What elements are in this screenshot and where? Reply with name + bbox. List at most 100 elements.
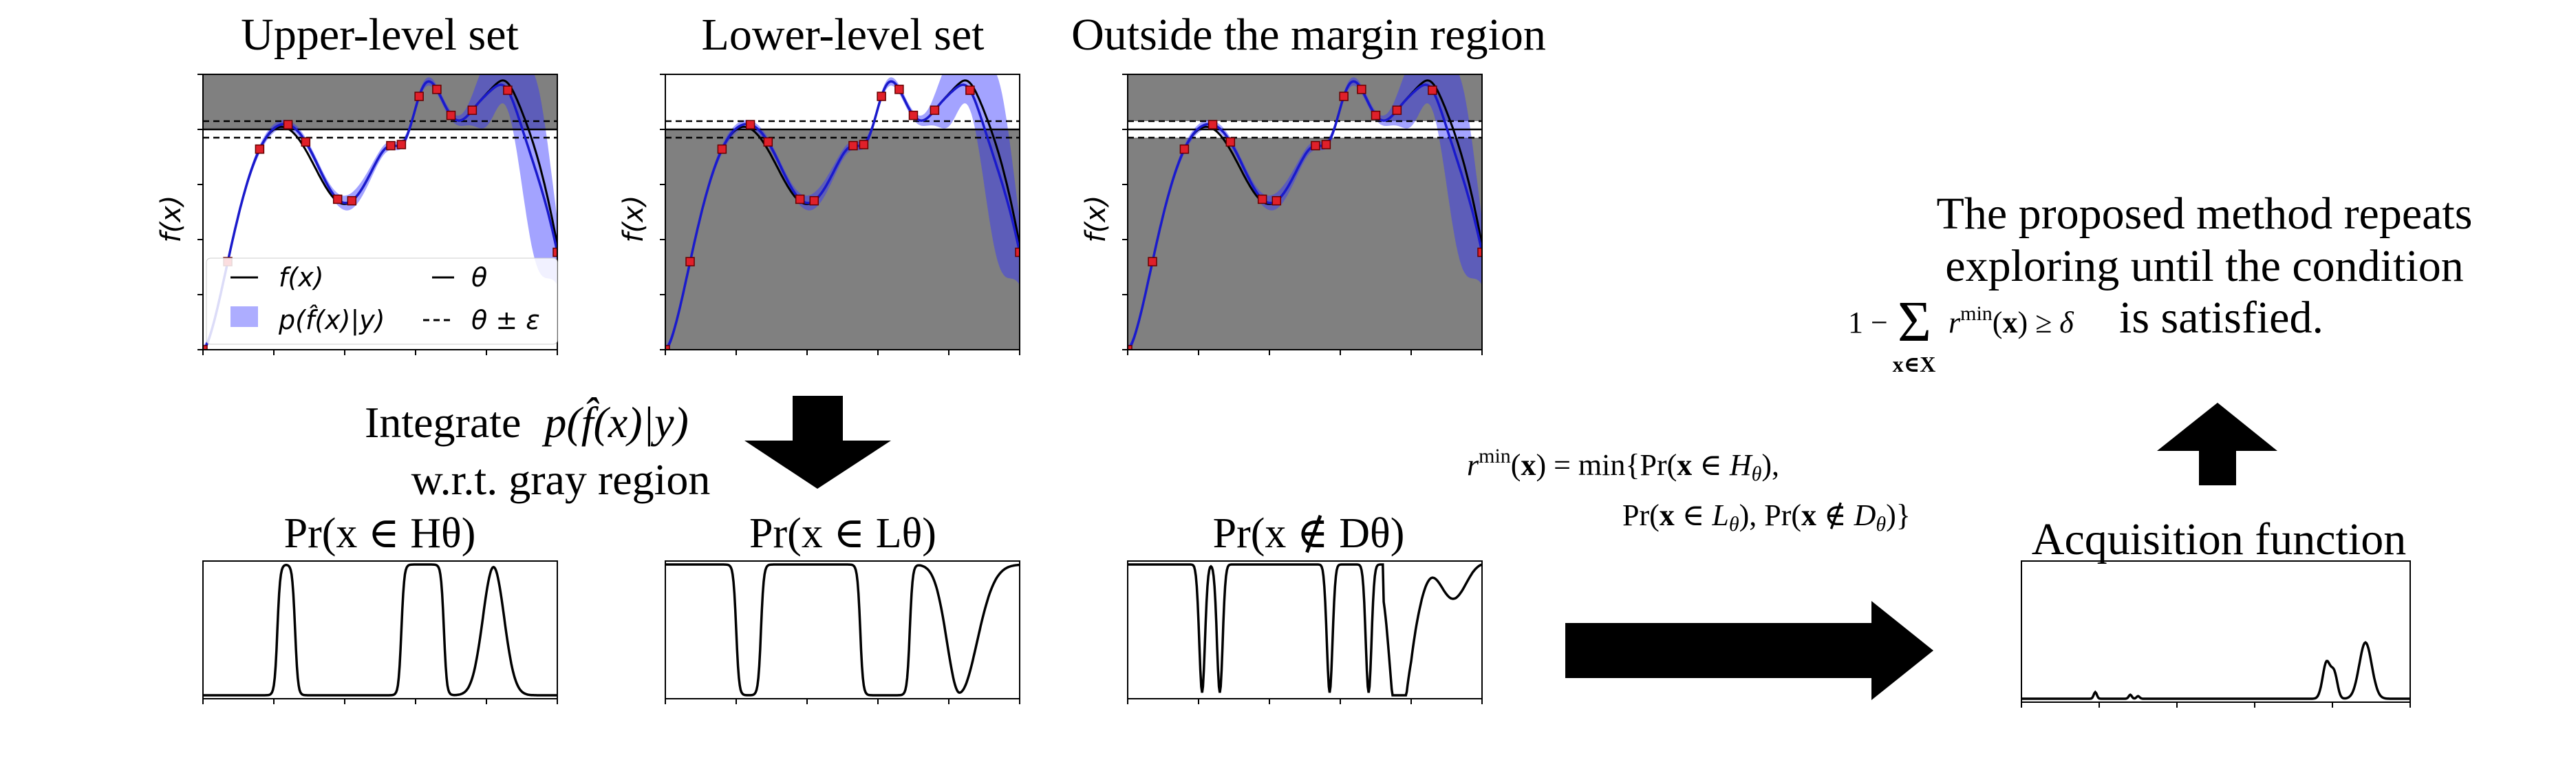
panel-outside-margin: Outside the margin region f(x) [1071, 10, 1546, 355]
axis-ticks [665, 699, 1020, 704]
sample-point [1128, 345, 1133, 350]
posterior-mean-line [665, 80, 1020, 350]
sample-point [1179, 144, 1190, 154]
sample-point [877, 92, 886, 101]
sample-point [1257, 194, 1267, 204]
integrate-caption: Integrate p(f̂(x)|y) w.r.t. gray region [365, 397, 710, 504]
sample-point [203, 345, 208, 350]
legend-f-label: f(x) [279, 262, 324, 293]
sample-point [745, 120, 755, 129]
condition-text: is satisfied. [2119, 293, 2323, 343]
condition-formula: 1 − Σ x∈X rmin(x) ≥ δ is satisfied. [1848, 290, 2323, 377]
panel-upper-level-set: Upper-level set f(x) f(x) p(f̂(x)|y) θ θ… [155, 10, 558, 355]
sample-point [301, 137, 311, 147]
legend: f(x) p(f̂(x)|y) θ θ ± ε [206, 257, 558, 345]
y-axis-label: f(x) [1080, 196, 1112, 243]
plot-frame [202, 560, 558, 699]
sample-point [795, 194, 805, 204]
up-arrow [2157, 403, 2277, 485]
sample-point [809, 196, 819, 206]
sample-point [552, 247, 557, 257]
sample-point [467, 105, 477, 115]
sum-subscript: x∈X [1893, 352, 1936, 377]
sample-point [1357, 85, 1366, 94]
sample-point [965, 85, 975, 95]
sample-point [763, 137, 773, 147]
sample-point [1392, 105, 1402, 115]
sample-point [908, 110, 919, 120]
panel-title: Lower-level set [702, 10, 985, 60]
axis-ticks [1122, 74, 1483, 355]
prob-curve [203, 563, 557, 697]
sample-point [1339, 92, 1349, 101]
svg-text:rmin(x) ≥ δ: rmin(x) ≥ δ [1949, 302, 2074, 339]
axis-ticks [202, 699, 558, 704]
axis-ticks [1127, 699, 1483, 704]
sample-point [859, 140, 869, 149]
svg-text:1 −: 1 − [1848, 306, 1888, 339]
plot-frame [1127, 74, 1483, 350]
plot-curves [203, 74, 557, 350]
svg-text:Σ: Σ [1898, 290, 1931, 354]
prob-label: Pr(x ∉ Dθ) [1213, 510, 1405, 557]
sample-point [1208, 120, 1218, 129]
sample-point [1311, 140, 1320, 151]
sample-point [446, 110, 456, 120]
panel-prob-outside: Pr(x ∉ Dθ) [1127, 510, 1483, 704]
panel-title: Outside the margin region [1071, 10, 1546, 60]
legend-theta-label: θ [471, 262, 487, 293]
panel-acquisition: Acquisition function [2021, 514, 2411, 708]
down-arrow [744, 396, 891, 489]
sample-point [930, 105, 940, 115]
prob-curve [665, 563, 1020, 697]
sample-point [1271, 196, 1282, 206]
sample-point [1225, 137, 1236, 147]
integrate-prefix: Integrate [365, 398, 521, 447]
sample-point [332, 194, 343, 204]
sample-point [414, 92, 424, 101]
acquisition-curve [2021, 641, 2410, 700]
y-axis-label: f(x) [618, 196, 650, 243]
prob-label: Pr(x ∈ Hθ) [284, 510, 476, 557]
svg-text:Pr(x ∈ Lθ), Pr(x ∉ Dθ)}: Pr(x ∈ Lθ), Pr(x ∉ Dθ)} [1622, 498, 1911, 536]
sample-point [665, 345, 670, 350]
prob-label: Pr(x ∈ Lθ) [749, 510, 936, 557]
plot-frame [665, 560, 1020, 699]
sample-point [848, 140, 858, 151]
gray-band [665, 129, 1020, 350]
plot-curves [1128, 74, 1482, 350]
sample-point [347, 196, 357, 206]
plot-frame [665, 74, 1020, 350]
sample-point [396, 140, 407, 149]
posterior-band [1128, 74, 1482, 350]
panel-prob-lower: Pr(x ∈ Lθ) [665, 510, 1020, 704]
legend-theta-eps-label: θ ± ε [471, 305, 540, 335]
rmin-formula: rmin(x) = min{Pr(x ∈ Hθ), Pr(x ∈ Lθ), Pr… [1467, 445, 1911, 536]
right-arrow [1565, 601, 1933, 700]
panel-title: Upper-level set [241, 10, 519, 60]
posterior-mean-line [1128, 80, 1482, 350]
integrate-line2: w.r.t. gray region [411, 455, 711, 504]
sample-point [1148, 257, 1157, 266]
sample-point [685, 257, 695, 266]
posterior-band [665, 74, 1020, 350]
prob-curve [1128, 563, 1483, 697]
legend-box [206, 257, 558, 345]
acquisition-title: Acquisition function [2032, 514, 2406, 564]
plot-frame [2021, 560, 2411, 703]
svg-text:rmin(x) = min{Pr(x ∈ Hθ),: rmin(x) = min{Pr(x ∈ Hθ), [1467, 445, 1779, 485]
sample-point [1015, 247, 1020, 257]
sample-point [717, 144, 727, 154]
sample-point [386, 140, 396, 151]
sample-point [1428, 85, 1437, 95]
legend-p-swatch [230, 306, 258, 327]
posterior-mean-line [203, 80, 557, 350]
panel-lower-level-set: Lower-level set f(x) [618, 10, 1020, 355]
panel-prob-upper: Pr(x ∈ Hθ) [202, 510, 558, 704]
plot-frame [1127, 560, 1483, 699]
sample-point [432, 85, 442, 94]
axis-ticks [2021, 702, 2411, 708]
sample-point [283, 120, 293, 129]
axis-ticks [197, 74, 558, 355]
